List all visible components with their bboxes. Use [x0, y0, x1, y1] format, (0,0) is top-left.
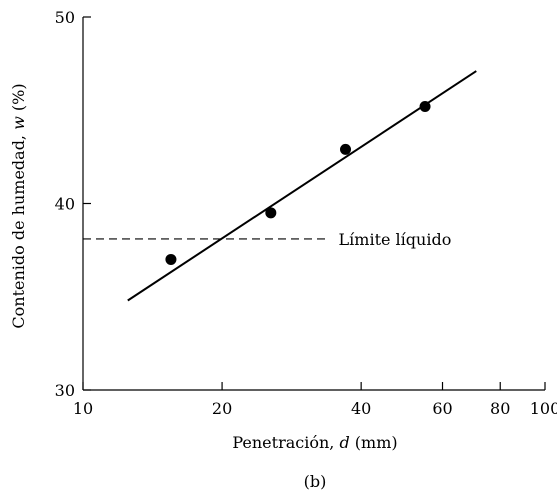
data-point	[265, 207, 277, 219]
x-tick-label: 80	[490, 399, 510, 418]
x-tick-label: 100	[530, 399, 557, 418]
x-tick-label: 40	[351, 399, 371, 418]
data-point	[165, 253, 177, 265]
figure-caption: (b)	[304, 472, 327, 491]
fit-line	[127, 70, 477, 302]
liquid-limit-label: Límite líquido	[339, 230, 452, 249]
x-axis: 10 20 40 60 80 100	[73, 382, 557, 418]
x-axis-title: Penetración, d (mm)	[232, 433, 397, 452]
reference-line-group: Límite líquido	[83, 230, 451, 249]
data-points	[165, 101, 431, 265]
x-tick-label: 20	[212, 399, 232, 418]
y-axis-title: Contenido de humedad, w (%)	[9, 83, 28, 328]
data-point	[419, 101, 431, 113]
x-tick-label: 60	[432, 399, 452, 418]
data-point	[340, 143, 352, 155]
y-tick-label: 50	[55, 8, 75, 27]
x-tick-label: 10	[73, 399, 93, 418]
y-tick-label: 40	[55, 195, 75, 214]
y-tick-label: 30	[55, 381, 75, 400]
fit-line-group	[127, 70, 477, 302]
y-axis: 30 40 50	[55, 8, 91, 400]
